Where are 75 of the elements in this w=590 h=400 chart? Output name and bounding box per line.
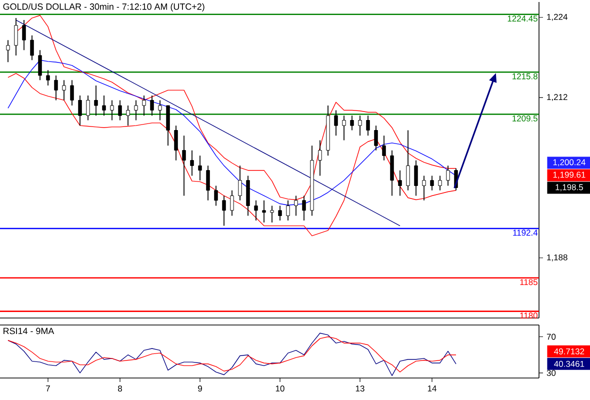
candlestick — [150, 95, 154, 116]
candlestick — [134, 100, 138, 121]
candlestick — [302, 195, 306, 221]
candlestick — [78, 95, 82, 126]
y-tick-label: 1,188 — [547, 254, 568, 262]
text: 1,198.5 — [556, 184, 583, 192]
chart-title: GOLD/US DOLLAR - 30min - 7:12:10 AM (UTC+2) — [3, 3, 204, 12]
candlestick — [318, 140, 322, 176]
candlestick — [22, 20, 26, 51]
candlestick — [182, 135, 186, 196]
candlestick — [278, 205, 282, 221]
candlestick — [446, 165, 450, 186]
candlestick — [286, 200, 290, 221]
candlestick — [206, 165, 210, 201]
ref-line-label: 1180 — [520, 312, 538, 319]
ref-line-label: 1224.45 — [508, 16, 538, 22]
candlestick — [86, 95, 90, 121]
candlestick — [422, 175, 426, 201]
candlestick — [62, 80, 66, 101]
candlestick — [430, 175, 434, 191]
candlestick — [382, 135, 386, 161]
candlestick — [198, 155, 202, 181]
candlestick — [238, 165, 242, 201]
candlestick — [214, 185, 218, 206]
text: 49.7132 — [554, 348, 584, 354]
candlestick — [94, 85, 98, 116]
candlestick — [110, 100, 114, 121]
candlestick — [406, 130, 410, 191]
ref-line-label: 1215.8 — [512, 73, 538, 80]
candlestick — [270, 205, 274, 223]
y-tick-label: 70 — [546, 334, 556, 340]
text: 1,199.61 — [553, 172, 586, 179]
chart-title: RSI14 - 9MA — [4, 328, 54, 334]
text: 1,200.24 — [553, 159, 586, 166]
candlestick — [230, 190, 234, 216]
x-tick-label: 8 — [118, 386, 122, 392]
ref-line-label: 1185 — [520, 279, 538, 286]
candlestick — [342, 115, 346, 141]
candlestick — [158, 100, 162, 121]
candlestick — [14, 18, 18, 56]
candlestick — [294, 195, 298, 216]
candlestick — [254, 200, 258, 221]
candlestick — [30, 34, 34, 61]
candlestick — [350, 115, 354, 131]
candlestick — [54, 75, 58, 101]
candlestick — [142, 95, 146, 116]
x-tick-label: 7 — [46, 386, 50, 392]
y-tick-label: 30 — [546, 370, 556, 376]
candlestick — [118, 100, 122, 121]
candlestick — [190, 150, 194, 176]
candlestick — [358, 115, 362, 136]
candlestick — [222, 195, 226, 226]
candlestick — [126, 105, 130, 126]
ref-line-label: 1192.4 — [513, 230, 538, 236]
y-tick-label: 1,212 — [547, 94, 568, 102]
x-tick-label: 13 — [356, 386, 364, 392]
candlestick — [398, 170, 402, 196]
candlestick — [366, 115, 370, 136]
candlestick — [334, 110, 338, 136]
candlestick — [374, 125, 378, 151]
text: 40.3461 — [554, 360, 584, 367]
candlestick — [174, 125, 178, 161]
x-tick-label: 10 — [276, 386, 284, 392]
candlestick — [70, 80, 74, 106]
candlestick — [102, 95, 106, 116]
x-tick-label: 9 — [198, 386, 202, 392]
ref-line-label: 1209.5 — [512, 115, 538, 122]
candlestick — [414, 160, 418, 196]
candlestick — [438, 175, 442, 191]
candlestick — [38, 50, 42, 81]
candlestick — [6, 40, 10, 63]
x-tick-label: 14 — [428, 386, 436, 392]
candlestick — [262, 200, 266, 223]
y-tick-label: 1,224 — [547, 14, 568, 21]
candlestick — [46, 70, 50, 86]
